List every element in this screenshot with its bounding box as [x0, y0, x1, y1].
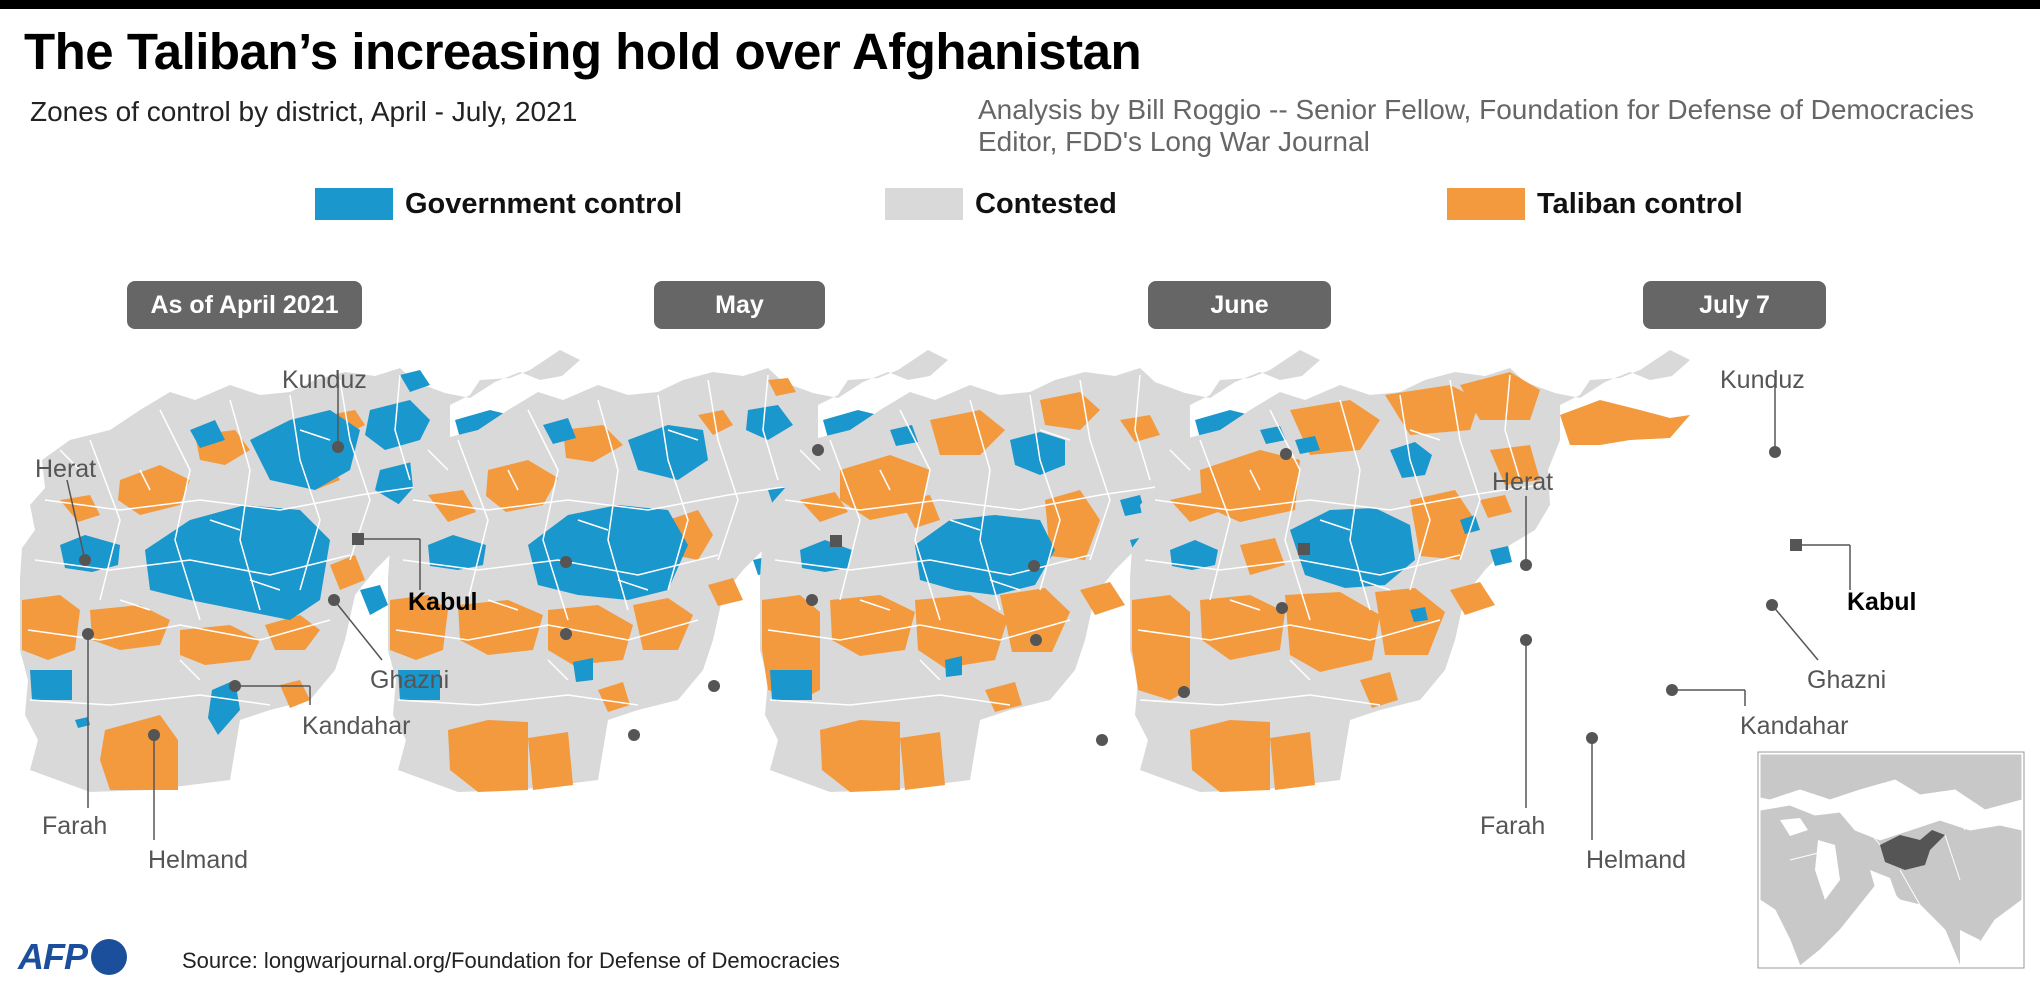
legend-government: Government control	[315, 186, 682, 222]
label-herat-july: Herat	[1492, 468, 1553, 496]
afp-logo-text: AFP	[18, 936, 88, 977]
label-kabul-april: Kabul	[408, 588, 477, 616]
afp-logo: AFP	[18, 936, 127, 978]
label-helmand-april: Helmand	[148, 846, 248, 874]
label-herat-april: Herat	[35, 455, 96, 483]
markers-july	[1520, 376, 1851, 840]
panel-label-june: June	[1148, 281, 1331, 329]
panel-label-april: As of April 2021	[127, 281, 362, 329]
analysis-line-2: Editor, FDD's Long War Journal	[978, 126, 1370, 157]
kabul-marker	[352, 533, 364, 545]
legend-contested: Contested	[885, 186, 1117, 222]
label-kandahar-july: Kandahar	[1740, 712, 1848, 740]
legend-taliban: Taliban control	[1447, 186, 1743, 222]
label-kunduz-april: Kunduz	[282, 366, 367, 394]
label-farah-july: Farah	[1480, 812, 1545, 840]
label-farah-april: Farah	[42, 812, 107, 840]
legend-contested-label: Contested	[975, 187, 1117, 220]
legend-contested-swatch	[885, 188, 963, 220]
markers-may	[560, 444, 842, 741]
label-kabul-july: Kabul	[1847, 588, 1916, 616]
locator-inset-map	[1757, 751, 2025, 969]
label-kandahar-april: Kandahar	[302, 712, 410, 740]
top-rule	[0, 0, 2040, 9]
label-helmand-july: Helmand	[1586, 846, 1686, 874]
markers-june	[1028, 448, 1310, 746]
label-kunduz-july: Kunduz	[1720, 366, 1805, 394]
source-credit: Source: longwarjournal.org/Foundation fo…	[182, 948, 840, 973]
afghanistan-highlight	[1880, 830, 1945, 870]
analysis-line-1: Analysis by Bill Roggio -- Senior Fellow…	[978, 94, 1975, 125]
legend-taliban-swatch	[1447, 188, 1525, 220]
afp-logo-dot	[91, 939, 127, 975]
legend-government-swatch	[315, 188, 393, 220]
kunduz-marker	[332, 441, 344, 453]
page-title: The Taliban’s increasing hold over Afgha…	[24, 23, 1142, 80]
panel-label-may: May	[654, 281, 825, 329]
label-ghazni-april: Ghazni	[370, 666, 449, 694]
subtitle: Zones of control by district, April - Ju…	[30, 96, 578, 127]
label-ghazni-july: Ghazni	[1807, 666, 1886, 694]
herat-marker	[79, 554, 91, 566]
panel-label-july: July 7	[1643, 281, 1826, 329]
markers-april	[66, 376, 421, 840]
analysis-credit: Analysis by Bill Roggio -- Senior Fellow…	[978, 94, 1974, 158]
legend-taliban-label: Taliban control	[1537, 187, 1743, 220]
legend-government-label: Government control	[405, 187, 683, 220]
